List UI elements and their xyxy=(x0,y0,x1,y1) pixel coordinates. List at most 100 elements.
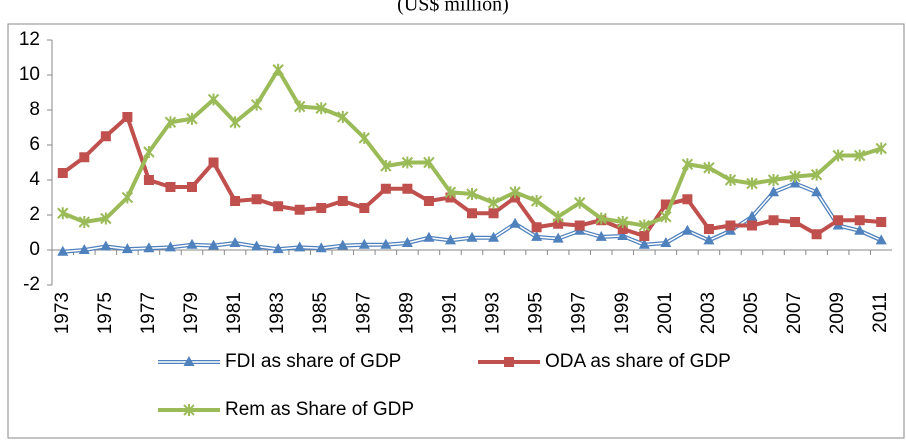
point xyxy=(531,230,543,241)
point xyxy=(853,149,866,162)
point xyxy=(100,240,112,251)
point xyxy=(230,196,241,206)
point xyxy=(380,183,391,194)
x-tick-label: 2011 xyxy=(870,292,891,333)
x-tick-label: 1973 xyxy=(52,292,73,334)
point xyxy=(487,196,500,209)
legend-marker xyxy=(504,357,514,367)
point xyxy=(509,186,521,199)
x-tick-label: 1997 xyxy=(569,292,590,334)
point xyxy=(639,231,650,241)
point xyxy=(832,149,844,162)
x-tick-label: 1981 xyxy=(224,292,245,334)
point xyxy=(78,216,91,228)
point xyxy=(488,231,500,242)
point xyxy=(703,161,715,174)
point xyxy=(488,208,499,219)
x-tick-label: 2007 xyxy=(784,292,805,334)
point xyxy=(315,242,327,253)
point xyxy=(509,217,521,228)
point xyxy=(187,182,197,192)
point xyxy=(638,219,651,232)
point xyxy=(595,230,607,241)
y-tick-label: 12 xyxy=(19,29,40,50)
y-tick-label: 2 xyxy=(29,204,40,225)
point xyxy=(337,111,349,123)
x-tick-label: 2009 xyxy=(827,292,848,334)
y-tick-label: 10 xyxy=(19,64,40,85)
point xyxy=(57,207,69,220)
point xyxy=(467,208,477,219)
x-tick-label: 2003 xyxy=(698,292,719,334)
point xyxy=(574,220,585,231)
y-tick-label: 0 xyxy=(29,239,40,260)
point xyxy=(358,238,370,249)
point xyxy=(876,217,887,227)
point xyxy=(681,224,693,235)
x-tick-label: 1991 xyxy=(439,292,460,334)
point xyxy=(444,186,457,199)
point xyxy=(789,170,801,183)
point xyxy=(208,157,219,168)
point xyxy=(294,241,306,252)
point xyxy=(100,212,112,225)
point xyxy=(811,229,822,240)
point xyxy=(660,199,671,210)
point xyxy=(121,243,133,254)
x-tick-label: 1983 xyxy=(267,292,288,334)
point xyxy=(444,234,456,245)
point xyxy=(725,220,736,231)
point xyxy=(251,240,263,251)
point xyxy=(251,194,262,205)
point xyxy=(768,215,779,226)
point xyxy=(553,218,564,229)
x-tick-label: 1989 xyxy=(396,292,417,334)
point xyxy=(79,152,90,163)
point xyxy=(273,201,284,212)
point xyxy=(122,112,133,122)
point xyxy=(466,188,478,200)
x-tick-label: 1977 xyxy=(138,292,159,334)
point xyxy=(573,196,586,209)
point xyxy=(833,215,844,226)
point xyxy=(315,102,327,115)
point xyxy=(359,203,370,213)
point xyxy=(380,238,392,249)
point xyxy=(250,98,263,111)
point xyxy=(401,237,413,247)
point xyxy=(143,242,155,253)
legend-marker xyxy=(183,404,195,416)
y-tick-label: 8 xyxy=(29,99,40,120)
x-tick-label: 1987 xyxy=(353,292,374,334)
point xyxy=(401,156,414,169)
point xyxy=(186,112,198,125)
point xyxy=(530,195,543,207)
point xyxy=(57,168,68,178)
point xyxy=(272,243,284,254)
x-tick-label: 1995 xyxy=(526,292,547,334)
x-tick-label: 1975 xyxy=(95,292,116,334)
legend-label: FDI as share of GDP xyxy=(225,351,401,372)
point xyxy=(875,234,887,245)
point xyxy=(854,215,865,226)
point xyxy=(466,231,478,242)
y-tick-label: 6 xyxy=(29,134,40,155)
point xyxy=(617,224,628,234)
point xyxy=(660,210,672,223)
legend-label: ODA as share of GDP xyxy=(545,351,731,372)
point xyxy=(337,239,349,250)
x-tick-label: 1999 xyxy=(612,292,633,334)
series-line xyxy=(62,67,882,228)
point xyxy=(293,100,306,113)
y-tick-label: -2 xyxy=(23,274,40,295)
point xyxy=(660,237,672,247)
point xyxy=(272,63,284,76)
point xyxy=(78,244,90,254)
point xyxy=(165,182,176,192)
point xyxy=(143,175,154,185)
point xyxy=(531,222,542,233)
point xyxy=(358,132,371,144)
point xyxy=(854,224,866,235)
point xyxy=(681,158,694,171)
